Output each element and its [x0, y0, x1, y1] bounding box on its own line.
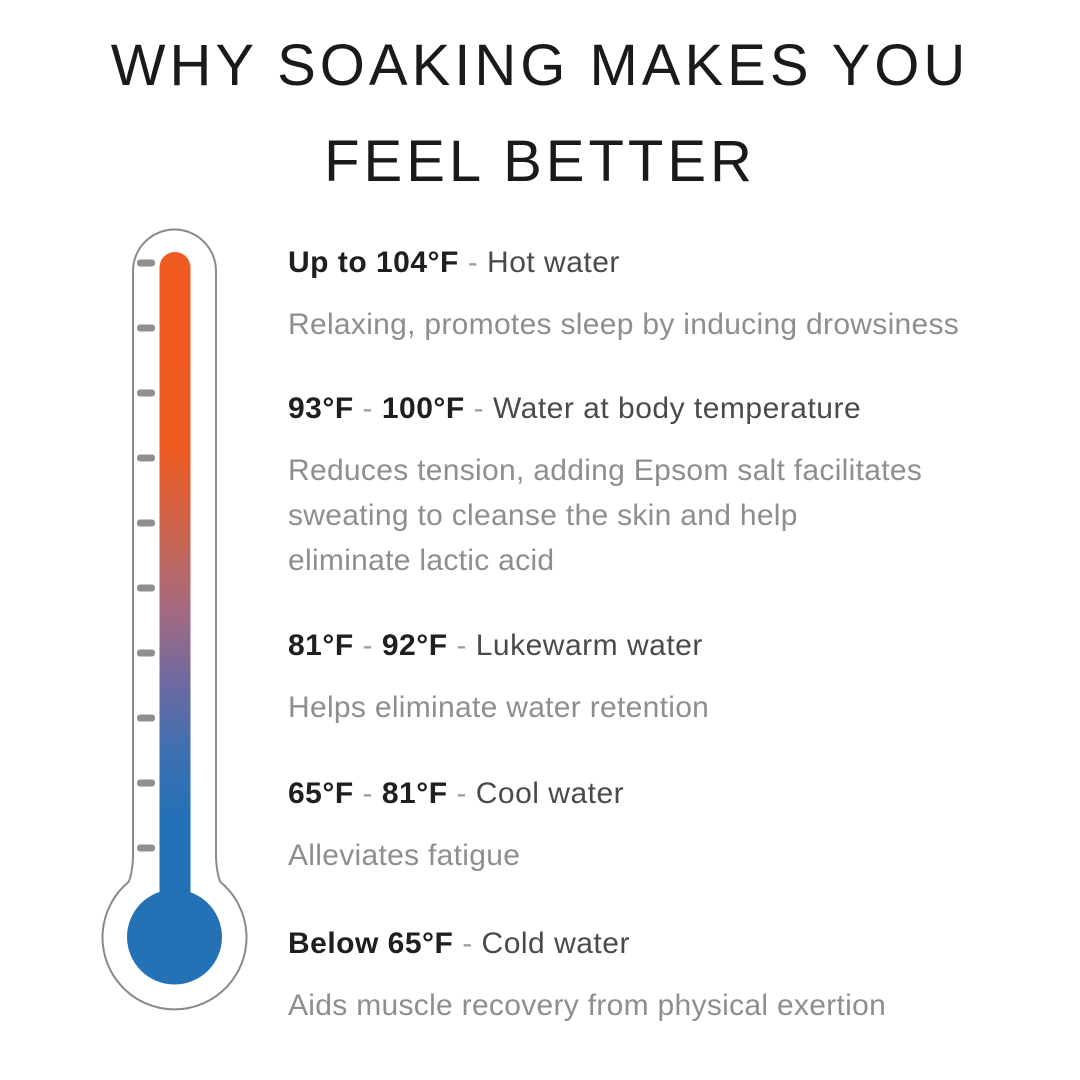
thermometer-tick	[137, 324, 155, 332]
section-heading: 81°F - 92°F - Lukewarm water	[288, 628, 1028, 664]
temperature-section: Up to 104°F - Hot water Relaxing, promot…	[288, 245, 1028, 347]
thermometer-tick	[137, 454, 155, 462]
section-description: Relaxing, promotes sleep by inducing dro…	[288, 308, 960, 341]
temperature-range: 65°F - 81°F	[288, 777, 448, 810]
temperature-value: 92°F	[381, 629, 448, 662]
thermometer-tick	[137, 519, 155, 527]
water-type-label: Cool water	[475, 777, 625, 810]
dash-separator: -	[447, 629, 476, 662]
temperature-range: 81°F - 92°F	[288, 629, 448, 662]
dash-separator: -	[353, 777, 382, 810]
thermometer-bulb	[127, 889, 222, 985]
section-description: Aids muscle recovery from physical exert…	[288, 989, 887, 1022]
section-heading: 65°F - 81°F - Cool water	[288, 776, 1028, 812]
page-title-line2: FEEL BETTER	[324, 129, 756, 194]
water-type-label: Cold water	[481, 927, 630, 960]
temperature-range: Up to 104°F	[288, 246, 459, 279]
temperature-value: Up to 104°F	[288, 246, 459, 279]
dash-separator: -	[353, 392, 382, 425]
dash-separator: -	[453, 927, 482, 960]
temperature-section: 81°F - 92°F - Lukewarm water Helps elimi…	[288, 628, 1028, 730]
thermometer-tick	[137, 714, 155, 722]
temperature-value: 93°F	[288, 392, 354, 425]
water-type-label: Hot water	[487, 246, 620, 279]
thermometer-tick	[137, 649, 155, 657]
thermometer-ticks	[137, 259, 155, 852]
section-heading: Below 65°F - Cold water	[288, 926, 1028, 962]
temperature-section: 65°F - 81°F - Cool water Alleviates fati…	[288, 776, 1028, 878]
section-description: Alleviates fatigue	[288, 839, 521, 872]
page-title: WHY SOAKING MAKES YOU FEEL BETTER	[0, 18, 1080, 210]
dash-separator: -	[353, 629, 382, 662]
thermometer-tick	[137, 389, 155, 397]
dash-separator: -	[458, 246, 488, 279]
water-type-label: Water at body temperature	[492, 392, 862, 425]
temperature-value: 65°F	[288, 777, 354, 810]
section-description: Helps eliminate water retention	[288, 691, 710, 724]
thermometer-tick	[137, 259, 155, 267]
thermometer-tick	[137, 844, 155, 852]
section-description: Reduces tension, adding Epsom salt facil…	[288, 454, 923, 577]
thermometer-tube	[159, 252, 191, 940]
section-heading: Up to 104°F - Hot water	[288, 245, 1028, 281]
thermometer-tick	[137, 584, 155, 592]
section-heading: 93°F - 100°F - Water at body temperature	[288, 391, 1028, 427]
temperature-value: 100°F	[381, 392, 465, 425]
water-type-label: Lukewarm water	[475, 629, 703, 662]
temperature-value: Below 65°F	[288, 927, 454, 960]
temperature-value: 81°F	[288, 629, 354, 662]
dash-separator: -	[447, 777, 476, 810]
temperature-value: 81°F	[381, 777, 448, 810]
temperature-range: Below 65°F	[288, 927, 453, 960]
dash-separator: -	[464, 392, 493, 425]
temperature-section: Below 65°F - Cold water Aids muscle reco…	[288, 926, 1028, 1028]
page-title-line1: WHY SOAKING MAKES YOU	[110, 33, 970, 98]
temperature-range: 93°F - 100°F	[288, 392, 465, 425]
thermometer-tick	[137, 779, 155, 787]
temperature-section: 93°F - 100°F - Water at body temperature…	[288, 391, 1028, 583]
